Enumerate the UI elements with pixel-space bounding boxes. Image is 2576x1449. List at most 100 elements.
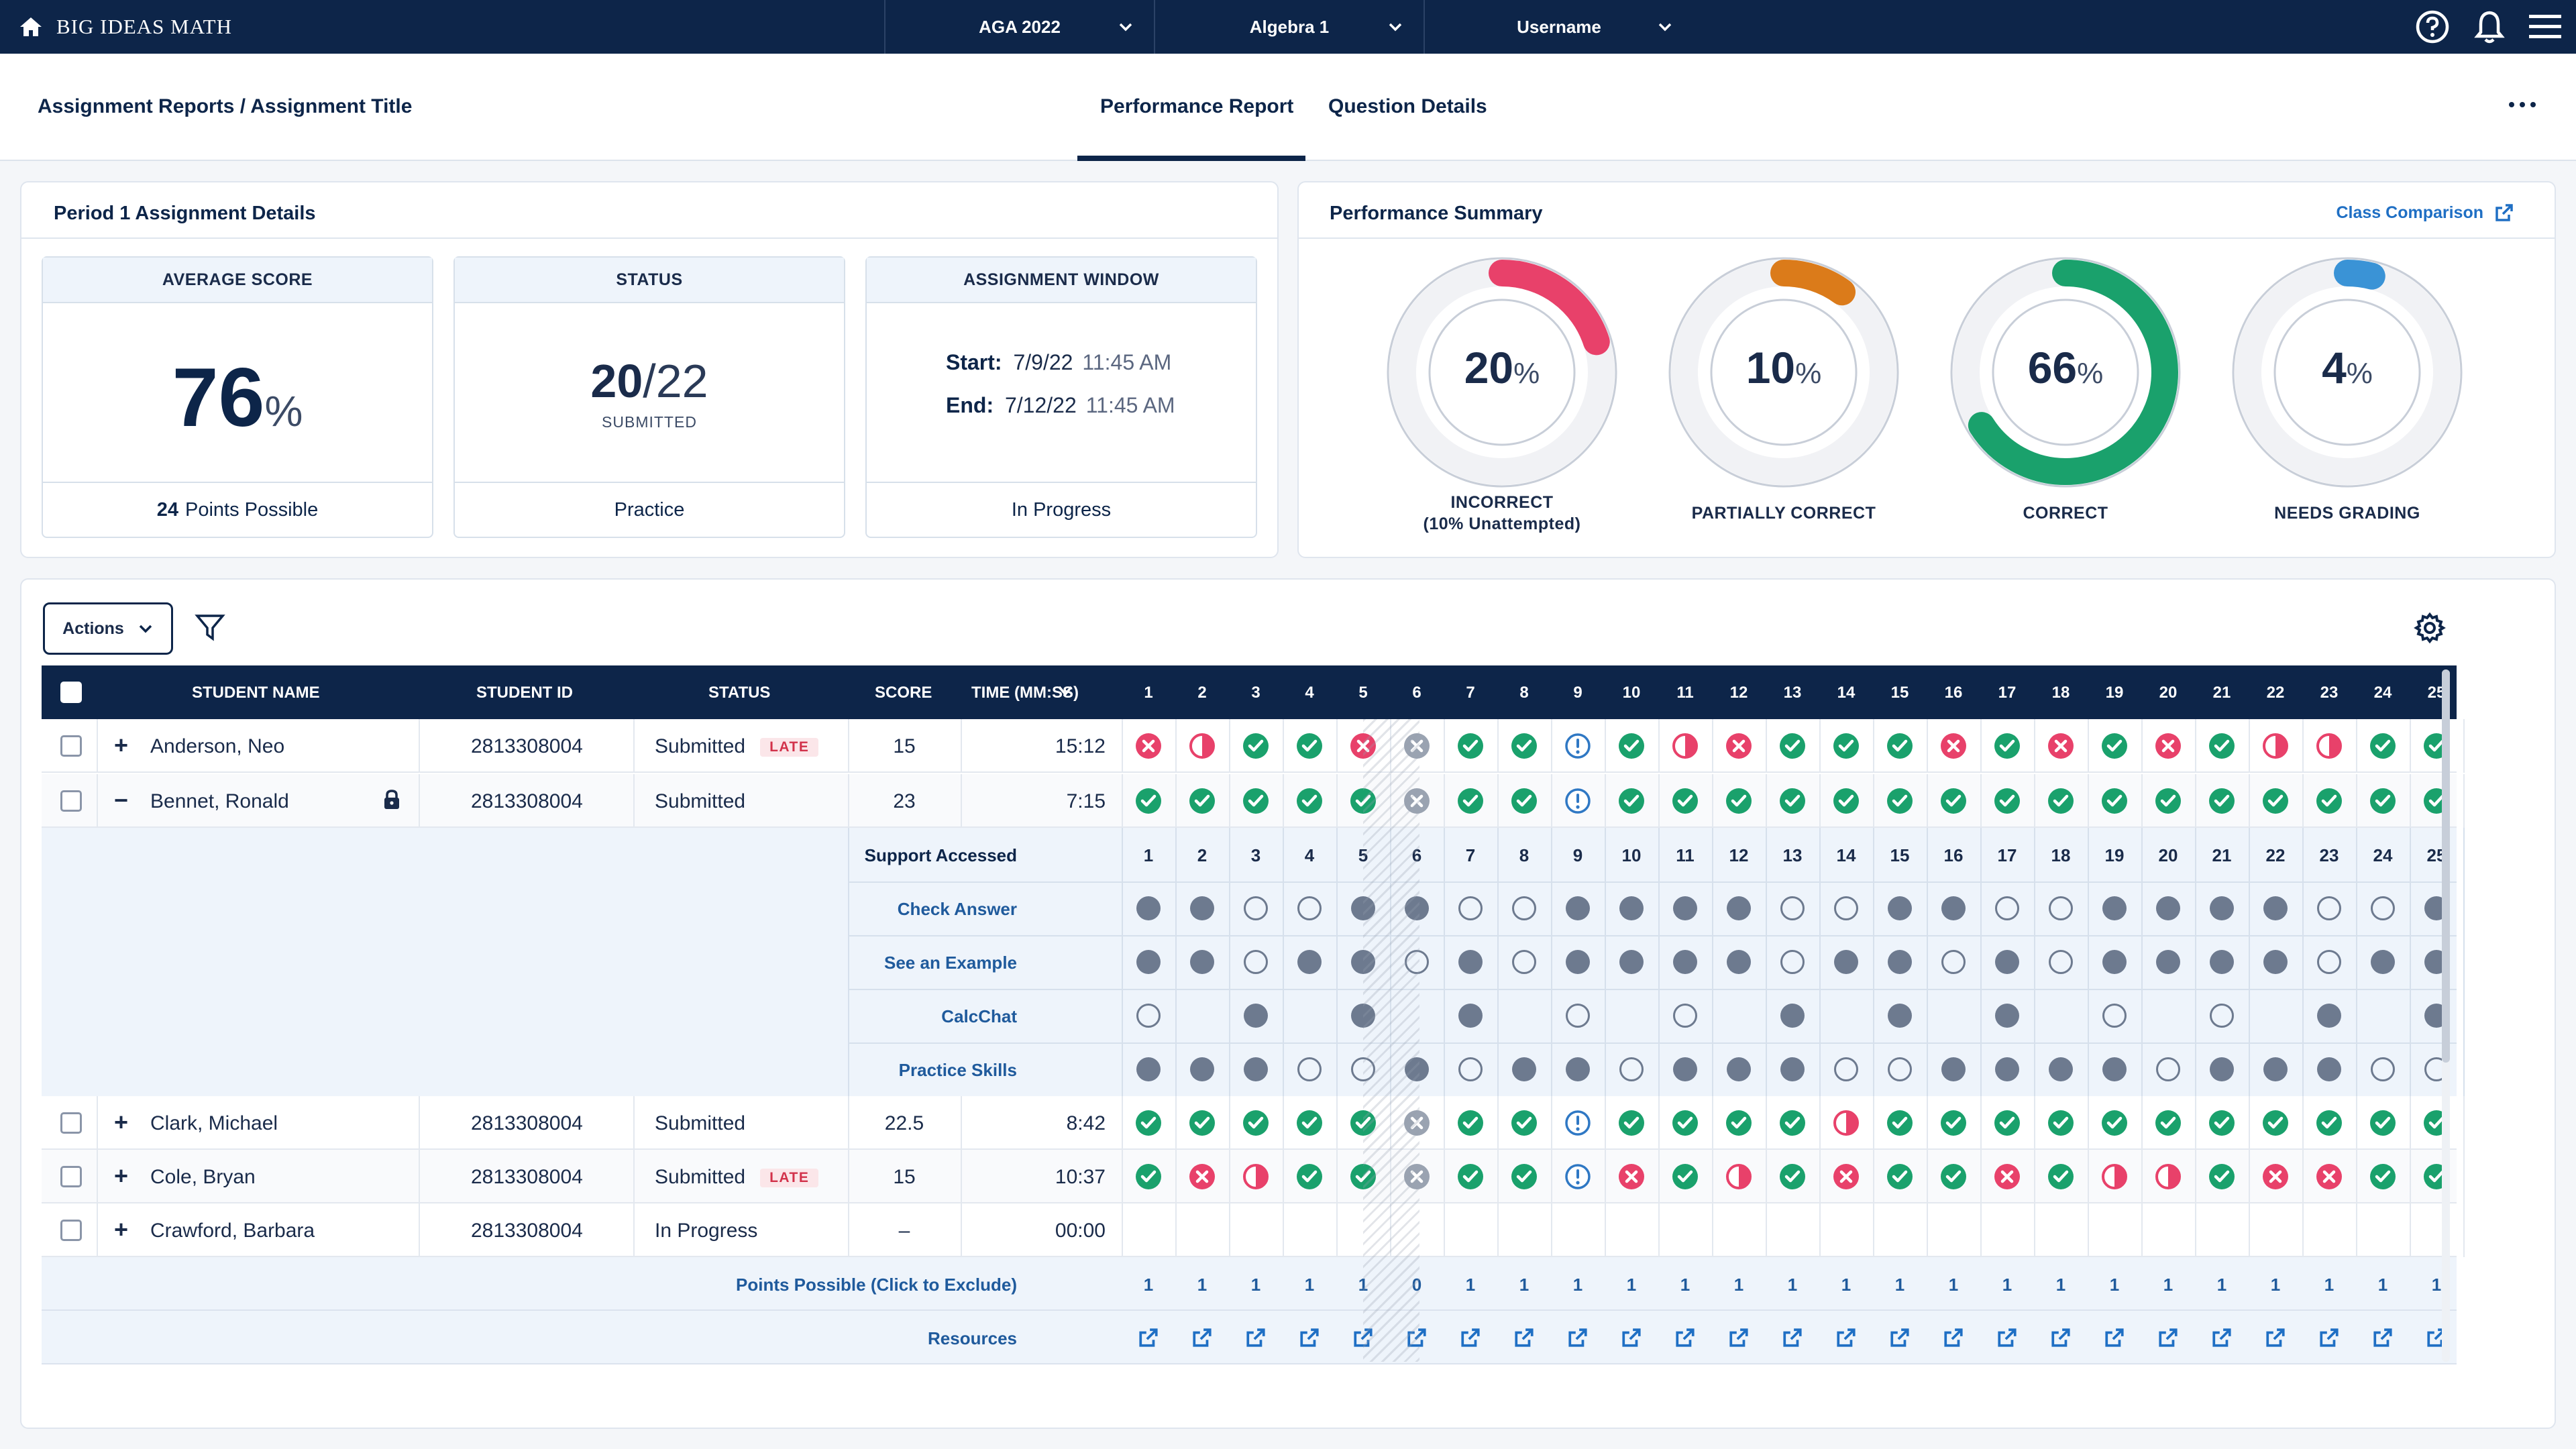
- points-toggle[interactable]: 1: [1143, 1275, 1154, 1295]
- correct-icon[interactable]: [2047, 788, 2074, 820]
- incorrect-icon[interactable]: [1994, 1163, 2021, 1195]
- needs-grading-icon[interactable]: [1564, 1110, 1591, 1142]
- question-header-18[interactable]: 18: [2051, 684, 2070, 702]
- expand-row-button[interactable]: +: [114, 731, 129, 759]
- points-toggle[interactable]: 1: [2324, 1275, 2334, 1295]
- external-link-icon[interactable]: [1835, 1327, 1857, 1352]
- collapse-row-button[interactable]: −: [114, 786, 129, 814]
- external-link-icon[interactable]: [1943, 1327, 1964, 1352]
- expand-row-button[interactable]: +: [114, 1216, 129, 1243]
- external-link-icon[interactable]: [1674, 1327, 1696, 1352]
- correct-icon[interactable]: [2369, 733, 2396, 765]
- correct-icon[interactable]: [2208, 788, 2235, 820]
- col-student-name[interactable]: STUDENT NAME: [192, 684, 320, 702]
- correct-icon[interactable]: [2101, 733, 2128, 765]
- points-toggle[interactable]: 1: [2270, 1275, 2281, 1295]
- question-header-6[interactable]: 6: [1412, 684, 1421, 702]
- settings-gear-icon[interactable]: [2414, 612, 2446, 644]
- correct-icon[interactable]: [2208, 733, 2235, 765]
- correct-icon[interactable]: [2155, 1110, 2182, 1142]
- col-status[interactable]: STATUS: [708, 684, 771, 702]
- partial-credit-icon[interactable]: [1672, 733, 1699, 765]
- question-header-17[interactable]: 17: [1998, 684, 2017, 702]
- incorrect-icon[interactable]: [2262, 1163, 2289, 1195]
- correct-icon[interactable]: [1886, 788, 1913, 820]
- skipped-icon[interactable]: [1403, 1163, 1430, 1195]
- points-toggle[interactable]: 1: [1304, 1275, 1315, 1295]
- question-header-14[interactable]: 14: [1837, 684, 1856, 702]
- student-row[interactable]: − Bennet, Ronald 2813308004 Submitted 23 7:15: [42, 774, 2465, 828]
- question-header-21[interactable]: 21: [2212, 684, 2231, 702]
- points-toggle[interactable]: 1: [2055, 1275, 2066, 1295]
- correct-icon[interactable]: [1779, 788, 1806, 820]
- external-link-icon[interactable]: [2265, 1327, 2286, 1352]
- row-checkbox[interactable]: [60, 790, 82, 812]
- correct-icon[interactable]: [1242, 733, 1269, 765]
- question-header-5[interactable]: 5: [1358, 684, 1368, 702]
- correct-icon[interactable]: [1833, 733, 1860, 765]
- incorrect-icon[interactable]: [1833, 1163, 1860, 1195]
- skipped-icon[interactable]: [1403, 788, 1430, 820]
- external-link-icon[interactable]: [2157, 1327, 2179, 1352]
- points-toggle[interactable]: 1: [1787, 1275, 1798, 1295]
- external-link-icon[interactable]: [1299, 1327, 1320, 1352]
- course-dropdown[interactable]: Algebra 1: [1154, 0, 1424, 54]
- col-student-id[interactable]: STUDENT ID: [476, 684, 573, 702]
- points-toggle[interactable]: 1: [1519, 1275, 1529, 1295]
- student-row[interactable]: + Crawford, Barbara 2813308004 In Progress –…: [42, 1203, 2465, 1257]
- external-link-icon[interactable]: [1138, 1327, 1159, 1352]
- partial-credit-icon[interactable]: [1725, 1163, 1752, 1195]
- program-dropdown[interactable]: AGA 2022: [884, 0, 1154, 54]
- question-header-8[interactable]: 8: [1519, 684, 1529, 702]
- correct-icon[interactable]: [1242, 1110, 1269, 1142]
- correct-icon[interactable]: [1672, 1163, 1699, 1195]
- question-header-4[interactable]: 4: [1305, 684, 1314, 702]
- external-link-icon[interactable]: [1996, 1327, 2018, 1352]
- incorrect-icon[interactable]: [2047, 733, 2074, 765]
- skipped-icon[interactable]: [1403, 1110, 1430, 1142]
- external-link-icon[interactable]: [2211, 1327, 2233, 1352]
- question-header-16[interactable]: 16: [1944, 684, 1963, 702]
- incorrect-icon[interactable]: [2155, 733, 2182, 765]
- correct-icon[interactable]: [1189, 1110, 1216, 1142]
- correct-icon[interactable]: [1886, 1110, 1913, 1142]
- incorrect-icon[interactable]: [1725, 733, 1752, 765]
- incorrect-icon[interactable]: [1940, 733, 1967, 765]
- incorrect-icon[interactable]: [1189, 1163, 1216, 1195]
- correct-icon[interactable]: [2101, 788, 2128, 820]
- partial-credit-icon[interactable]: [2155, 1163, 2182, 1195]
- correct-icon[interactable]: [2208, 1110, 2235, 1142]
- incorrect-icon[interactable]: [2316, 1163, 2343, 1195]
- question-header-9[interactable]: 9: [1573, 684, 1582, 702]
- external-link-icon[interactable]: [1889, 1327, 1911, 1352]
- scrollbar-thumb[interactable]: [2442, 669, 2450, 1063]
- points-toggle[interactable]: 1: [1358, 1275, 1368, 1295]
- correct-icon[interactable]: [1994, 788, 2021, 820]
- correct-icon[interactable]: [1618, 733, 1645, 765]
- correct-icon[interactable]: [1457, 788, 1484, 820]
- points-toggle[interactable]: 1: [1733, 1275, 1744, 1295]
- partial-credit-icon[interactable]: [1189, 733, 1216, 765]
- correct-icon[interactable]: [1886, 733, 1913, 765]
- question-header-2[interactable]: 2: [1197, 684, 1207, 702]
- incorrect-icon[interactable]: [1350, 733, 1377, 765]
- help-icon[interactable]: [2415, 9, 2450, 44]
- points-toggle[interactable]: 1: [1626, 1275, 1637, 1295]
- student-row[interactable]: + Cole, Bryan 2813308004 Submitted LATE 15 10:…: [42, 1150, 2465, 1203]
- partial-credit-icon[interactable]: [1833, 1110, 1860, 1142]
- correct-icon[interactable]: [1779, 1110, 1806, 1142]
- more-options-icon[interactable]: [2509, 102, 2536, 107]
- external-link-icon[interactable]: [1406, 1327, 1428, 1352]
- question-header-23[interactable]: 23: [2320, 684, 2339, 702]
- points-toggle[interactable]: 1: [1250, 1275, 1261, 1295]
- correct-icon[interactable]: [1886, 1163, 1913, 1195]
- sort-down-icon[interactable]: [1057, 684, 1073, 698]
- col-score[interactable]: SCORE: [875, 684, 932, 702]
- correct-icon[interactable]: [1242, 788, 1269, 820]
- correct-icon[interactable]: [1994, 733, 2021, 765]
- bell-icon[interactable]: [2474, 9, 2505, 44]
- select-all-checkbox[interactable]: [60, 682, 82, 703]
- correct-icon[interactable]: [2101, 1110, 2128, 1142]
- correct-icon[interactable]: [1457, 1110, 1484, 1142]
- correct-icon[interactable]: [1296, 788, 1323, 820]
